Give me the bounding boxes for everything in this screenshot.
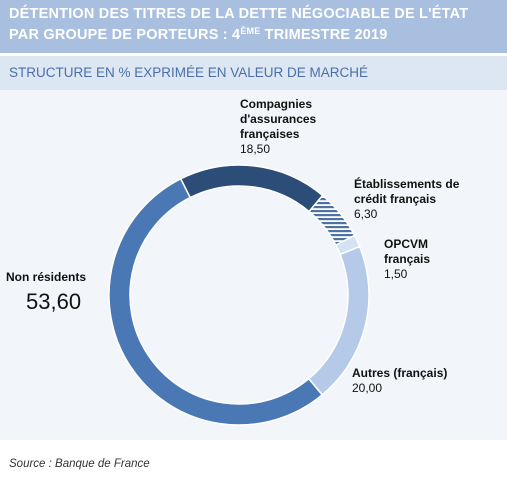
label-value: 20,00 xyxy=(352,381,383,395)
label-name: françaises xyxy=(240,127,300,141)
label-value: 18,50 xyxy=(240,142,271,156)
subtitle-banner: STRUCTURE EN % EXPRIMÉE EN VALEUR DE MAR… xyxy=(0,56,507,90)
source-note: Source : Banque de France xyxy=(9,458,150,470)
chart-panel xyxy=(0,90,507,440)
title-superscript: ÈME xyxy=(240,26,261,36)
label-opcvm: OPCVM français 1,50 xyxy=(384,237,430,282)
title-banner: DÉTENTION DES TITRES DE LA DETTE NÉGOCIA… xyxy=(0,0,507,53)
label-compagnies-assurances: Compagnies d'assurances françaises 18,50 xyxy=(240,97,316,157)
label-name: Établissements de xyxy=(354,177,460,191)
label-value: 6,30 xyxy=(354,207,378,221)
donut-slice-0 xyxy=(179,164,324,213)
chart-title-line-2: PAR GROUPE DE PORTEURS : 4ÈME TRIMESTRE … xyxy=(9,26,388,43)
label-value: 53,60 xyxy=(26,289,82,314)
label-name: Compagnies xyxy=(240,97,313,111)
label-non-residents: Non résidents 53,60 xyxy=(6,270,86,315)
label-name: français xyxy=(384,252,431,266)
title-line-2-start: PAR GROUPE DE PORTEURS : 4 xyxy=(9,27,241,43)
label-name: crédit français xyxy=(354,192,437,206)
label-name: Autres (français) xyxy=(352,366,448,380)
label-name: d'assurances xyxy=(240,112,317,126)
label-etablissements-credit: Établissements de crédit français 6,30 xyxy=(354,177,459,222)
donut-slice-1 xyxy=(308,194,356,247)
label-name: OPCVM xyxy=(384,237,429,251)
label-name: Non résidents xyxy=(6,270,87,284)
label-value: 1,50 xyxy=(384,267,408,281)
label-autres-francais: Autres (français) 20,00 xyxy=(352,366,447,396)
chart-subtitle: STRUCTURE EN % EXPRIMÉE EN VALEUR DE MAR… xyxy=(9,65,369,80)
donut-slice-4 xyxy=(108,177,324,426)
donut-chart xyxy=(108,164,370,426)
chart-title-line-1: DÉTENTION DES TITRES DE LA DETTE NÉGOCIA… xyxy=(9,6,469,22)
title-line-2-end: TRIMESTRE 2019 xyxy=(260,27,388,43)
